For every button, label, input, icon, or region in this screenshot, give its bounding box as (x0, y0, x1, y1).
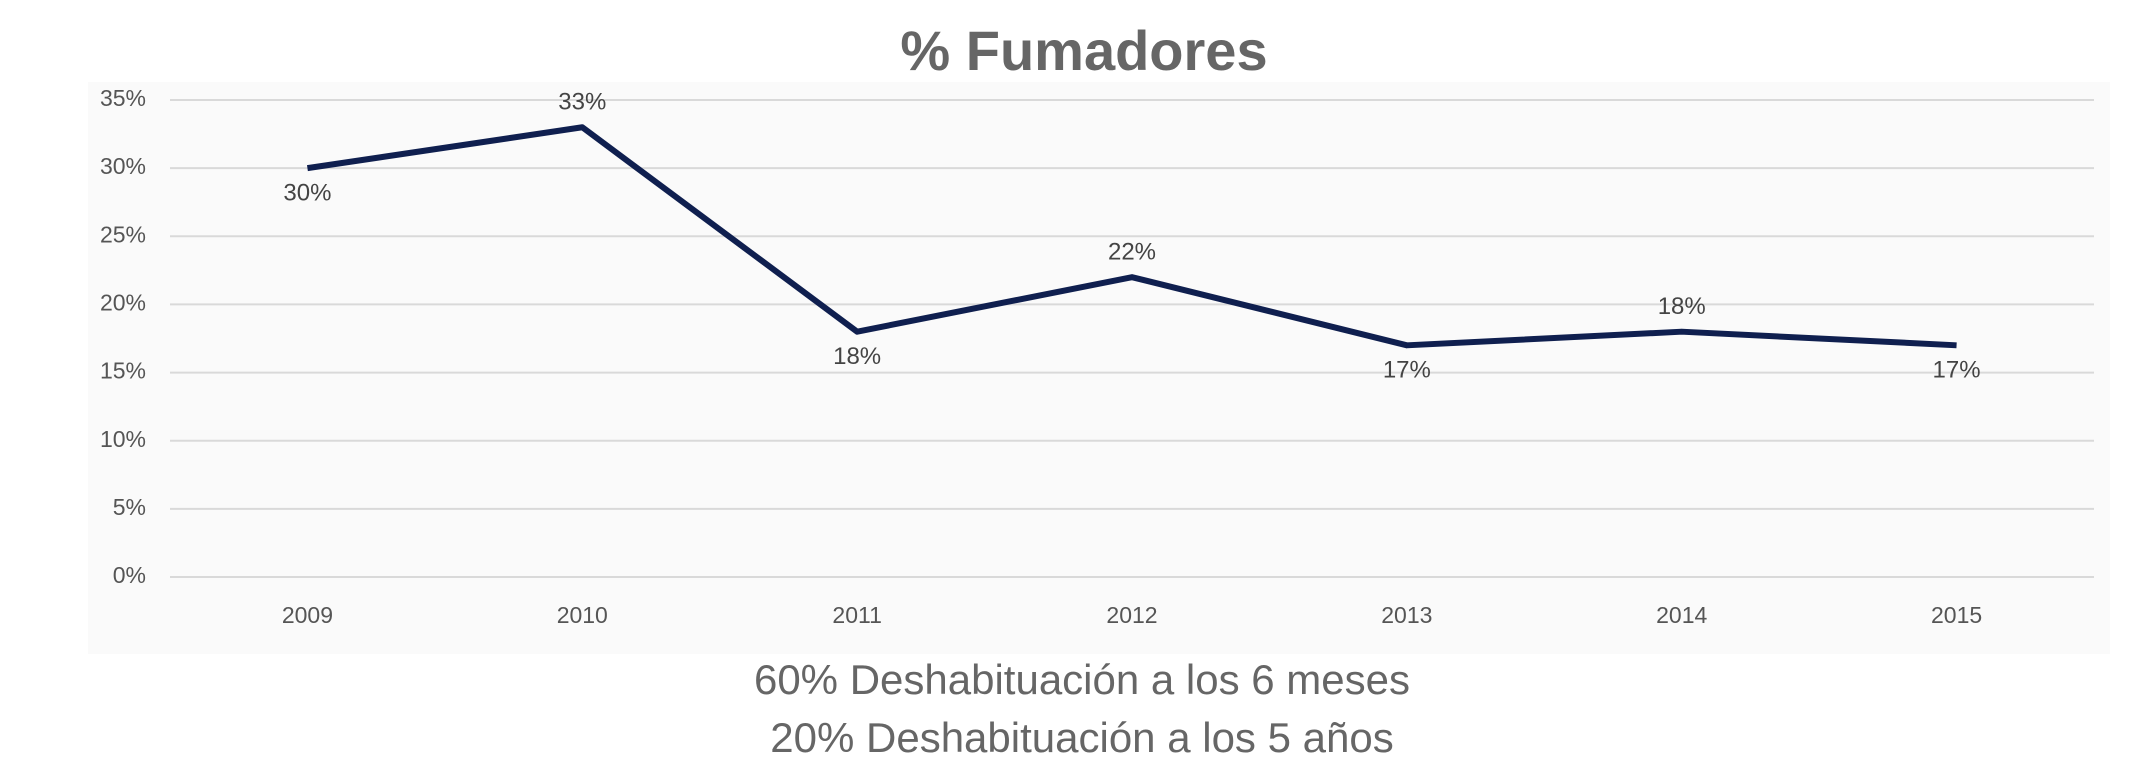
y-tick-label: 10% (100, 426, 146, 452)
y-tick-label: 35% (100, 85, 146, 111)
y-tick-label: 20% (100, 290, 146, 316)
x-tick-label: 2012 (1106, 602, 1157, 628)
data-label: 22% (1108, 239, 1156, 266)
data-label: 33% (558, 89, 606, 116)
data-label: 18% (1658, 293, 1706, 320)
x-tick-label: 2011 (832, 602, 881, 628)
x-tick-label: 2009 (282, 602, 333, 628)
data-label: 17% (1933, 357, 1981, 384)
annotation: 60% Deshabituación a los 6 meses (754, 656, 1410, 703)
chart-title: % Fumadores (900, 19, 1267, 82)
line (306, 124, 1957, 349)
y-tick-label: 30% (100, 153, 146, 179)
data-label: 30% (283, 179, 331, 206)
x-tick-label: 2015 (1931, 602, 1982, 628)
annotation: 20% Deshabituación a los 5 años (770, 714, 1393, 761)
x-tick-label: 2010 (557, 602, 608, 628)
y-tick-label: 25% (100, 221, 146, 247)
x-tick-label: 2014 (1656, 602, 1707, 628)
plot-background (88, 82, 2110, 654)
y-tick-label: 0% (113, 562, 146, 588)
data-label: 17% (1383, 357, 1431, 384)
data-label: 18% (833, 343, 881, 370)
y-tick-label: 5% (113, 494, 146, 520)
x-tick-label: 2013 (1381, 602, 1432, 628)
y-tick-label: 15% (100, 358, 146, 384)
